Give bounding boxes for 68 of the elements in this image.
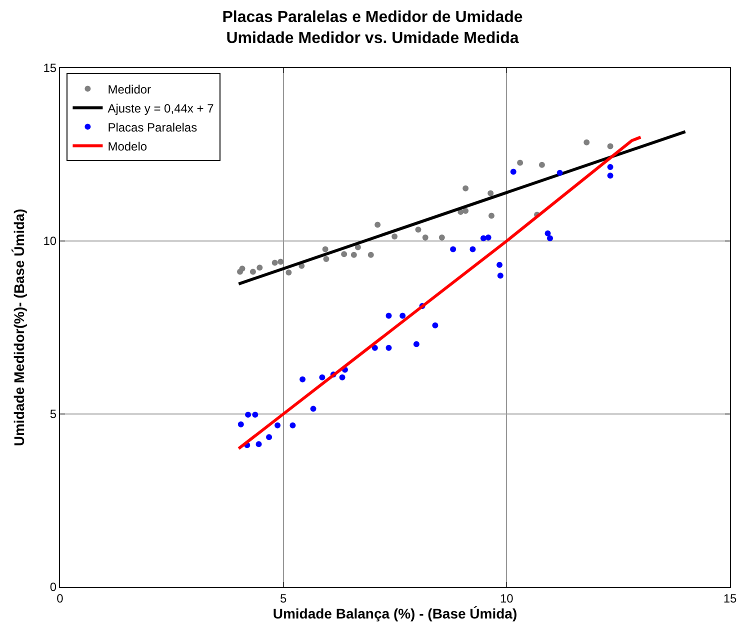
point <box>272 260 278 266</box>
point <box>450 246 456 252</box>
point <box>319 374 326 380</box>
point <box>286 269 292 276</box>
point <box>322 246 328 252</box>
point <box>386 312 392 319</box>
y-axis-title: Umidade Medidor(%)- (Base Úmida) <box>10 208 27 446</box>
point <box>517 160 524 166</box>
point <box>546 235 553 242</box>
point <box>510 168 516 175</box>
point <box>245 412 252 418</box>
point <box>256 264 263 271</box>
legend-label: Modelo <box>108 139 148 154</box>
point <box>274 422 281 428</box>
point <box>422 234 428 241</box>
legend-label: Ajuste y = 0,44x + 7 <box>108 101 214 116</box>
point <box>488 212 494 219</box>
point <box>485 234 492 241</box>
x-tick-label: 10 <box>500 591 514 606</box>
y-tick-label: 10 <box>43 234 57 248</box>
point <box>250 268 256 275</box>
point <box>386 344 392 351</box>
point <box>584 139 590 146</box>
point <box>339 374 346 380</box>
point <box>374 222 381 228</box>
x-tick-label: 5 <box>280 591 287 606</box>
point <box>544 230 551 236</box>
y-tick-label: 5 <box>50 407 57 422</box>
point <box>238 421 244 428</box>
y-tick-label: 15 <box>43 61 57 76</box>
point <box>607 172 614 179</box>
point <box>400 312 406 319</box>
point <box>438 234 445 241</box>
point <box>415 226 422 233</box>
point <box>354 244 361 250</box>
point <box>392 234 398 240</box>
x-tick-label: 15 <box>723 591 737 606</box>
point <box>496 262 503 268</box>
point <box>350 252 357 258</box>
point <box>252 412 258 418</box>
line-series <box>237 136 642 450</box>
y-tick-label: 0 <box>50 580 57 594</box>
point <box>266 434 272 440</box>
point <box>368 252 374 258</box>
point <box>607 164 614 170</box>
point <box>497 272 504 279</box>
point <box>462 208 469 214</box>
point <box>323 256 330 262</box>
point <box>290 422 296 428</box>
point <box>488 190 494 196</box>
point <box>556 170 563 176</box>
point <box>310 406 316 412</box>
point <box>538 162 545 168</box>
point <box>470 246 476 252</box>
point <box>432 322 438 328</box>
point <box>341 251 348 258</box>
x-axis-title: Umidade Balança (%) - (Base Úmida) <box>272 606 518 622</box>
point <box>278 258 284 265</box>
point <box>462 185 469 192</box>
legend-label: Medidor <box>108 82 152 96</box>
point <box>372 344 378 351</box>
point <box>239 266 246 272</box>
point <box>256 441 262 448</box>
point <box>607 143 614 150</box>
legend-label: Placas Paralelas <box>108 120 198 134</box>
point <box>300 376 306 382</box>
chart-title: Placas Paralelas e Medidor de Umidade Umidade Medidor vs. Umidade Medida <box>222 9 523 47</box>
point <box>413 341 420 348</box>
